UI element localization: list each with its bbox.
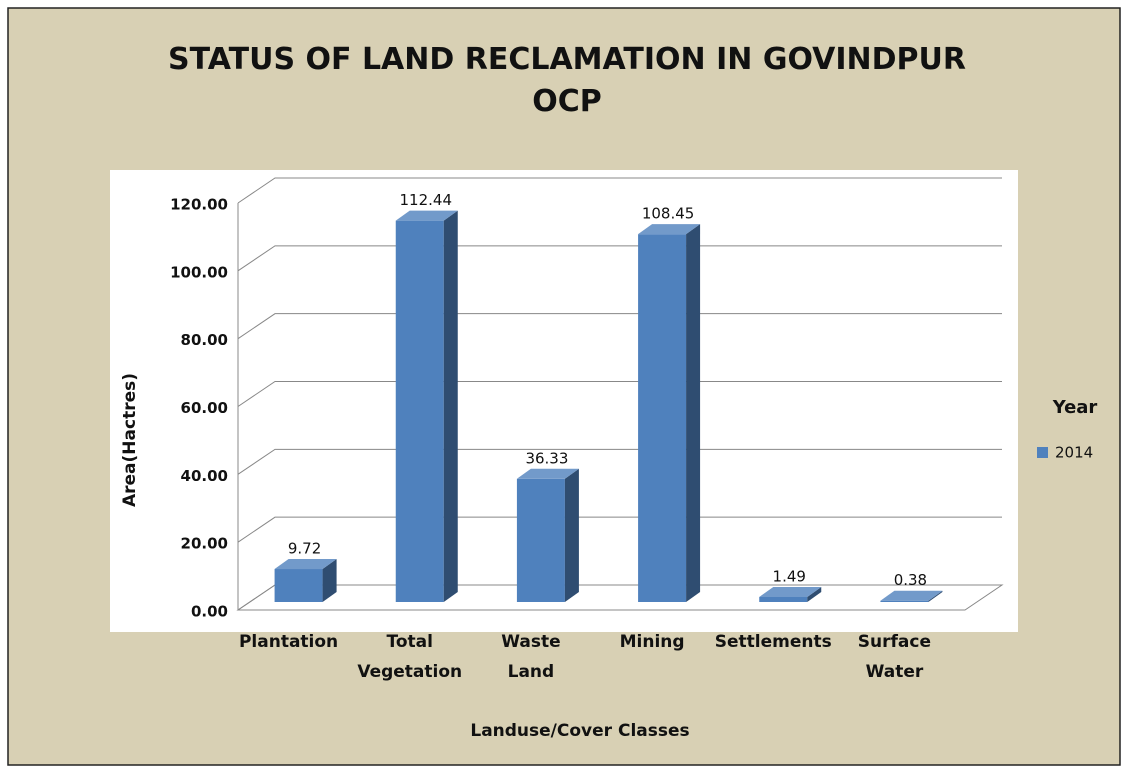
bar-side (928, 590, 943, 602)
x-tick-label: Surface Water (858, 632, 931, 682)
bar (274, 559, 337, 602)
bar-front (395, 220, 444, 603)
bar (516, 468, 579, 602)
y-axis-label: Area(Hactres) (120, 373, 140, 507)
bar (880, 590, 943, 602)
bar (395, 210, 458, 603)
bar-side (564, 468, 579, 602)
y-tick-label: 0.00 (191, 603, 228, 621)
bar-side (322, 559, 337, 602)
x-axis-label: Landuse/Cover Classes (470, 721, 689, 741)
value-label: 9.72 (288, 540, 321, 558)
x-tick-label: Plantation (239, 632, 338, 652)
y-tick-label: 120.00 (170, 196, 228, 214)
bar-side (807, 586, 822, 602)
value-label: 1.49 (773, 567, 806, 585)
bar-front (759, 596, 808, 602)
grid-line (237, 177, 1002, 204)
x-tick-label: Total Vegetation (357, 632, 462, 682)
grid-line (237, 313, 1002, 340)
grid-line (237, 381, 1002, 407)
bar-front (274, 569, 323, 602)
bar-front (516, 478, 565, 602)
bar-front (880, 600, 929, 602)
legend-title: Year (1052, 397, 1098, 418)
y-tick-label: 20.00 (181, 535, 228, 553)
bar-side (686, 224, 701, 602)
value-label: 36.33 (525, 449, 568, 467)
bar-top (880, 590, 943, 601)
bar (638, 224, 701, 602)
x-tick-label: Waste Land (501, 632, 560, 682)
bar-front (638, 234, 687, 602)
value-label: 108.45 (642, 205, 695, 223)
legend-swatch (1037, 447, 1048, 458)
y-tick-label: 40.00 (181, 467, 228, 485)
legend-label: 2014 (1055, 444, 1093, 462)
grid-line (237, 516, 1002, 543)
bar-top (395, 210, 458, 221)
bar-top (516, 468, 579, 479)
y-tick-label: 60.00 (181, 399, 228, 417)
grid-line (237, 448, 1002, 475)
bar-side (443, 210, 458, 603)
bar-top (638, 224, 701, 235)
y-tick-label: 80.00 (181, 331, 228, 349)
bar (759, 586, 822, 602)
bar-top (274, 559, 337, 570)
value-label: 0.38 (894, 571, 927, 589)
y-tick-label: 100.00 (170, 263, 228, 281)
value-label: 112.44 (400, 191, 453, 209)
x-tick-label: Settlements (715, 632, 832, 652)
x-tick-label: Mining (620, 632, 685, 652)
chart-title: STATUS OF LAND RECLAMATION IN GOVINDPUR O… (168, 42, 966, 119)
grid-line (237, 245, 1002, 272)
bar-top (759, 586, 822, 597)
